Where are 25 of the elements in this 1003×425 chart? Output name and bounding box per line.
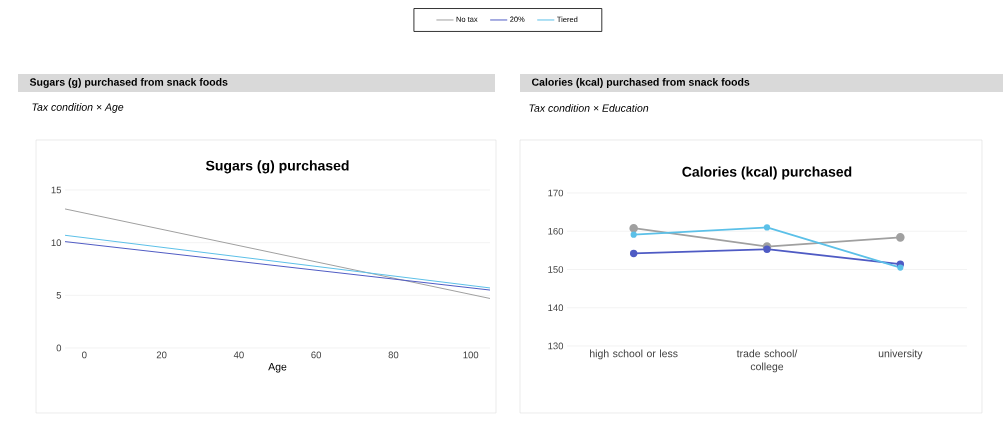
x-tick-label: 0 [82, 351, 87, 359]
x-tick-label: trade school/ college [736, 349, 798, 373]
x-tick-label: university [878, 349, 923, 360]
x-tick-label: 20 [156, 351, 167, 359]
y-tick-label: 150 [548, 266, 564, 273]
x-tick-label: 80 [388, 351, 399, 359]
y-tick-label: 5 [56, 292, 62, 299]
x-tick-label: 60 [311, 351, 322, 359]
x-tick-label: 100 [463, 351, 479, 359]
chart-title: Calories (kcal) purchased from snack foods [531, 78, 750, 88]
chart-subtitle: Tax condition × Education [529, 104, 649, 112]
text: Sugars (g) purchased [205, 160, 349, 174]
x-axis-title: Age [268, 363, 287, 373]
y-tick-label: 160 [548, 227, 564, 235]
y-tick-label: 15 [51, 186, 62, 194]
y-tick-label: 0 [56, 344, 62, 352]
y-tick-label: 170 [548, 189, 564, 197]
chart-subtitle: Tax condition × Age [32, 103, 124, 113]
chart-title: Sugars (g) purchased from snack foods [29, 78, 228, 88]
x-tick-label: 40 [233, 351, 244, 359]
text: Calories (kcal) purchased [682, 166, 852, 180]
y-tick-label: 10 [51, 239, 62, 247]
x-tick-label: high school or less [590, 349, 678, 360]
y-tick-label: 130 [548, 342, 564, 350]
y-tick-label: 140 [548, 304, 564, 312]
